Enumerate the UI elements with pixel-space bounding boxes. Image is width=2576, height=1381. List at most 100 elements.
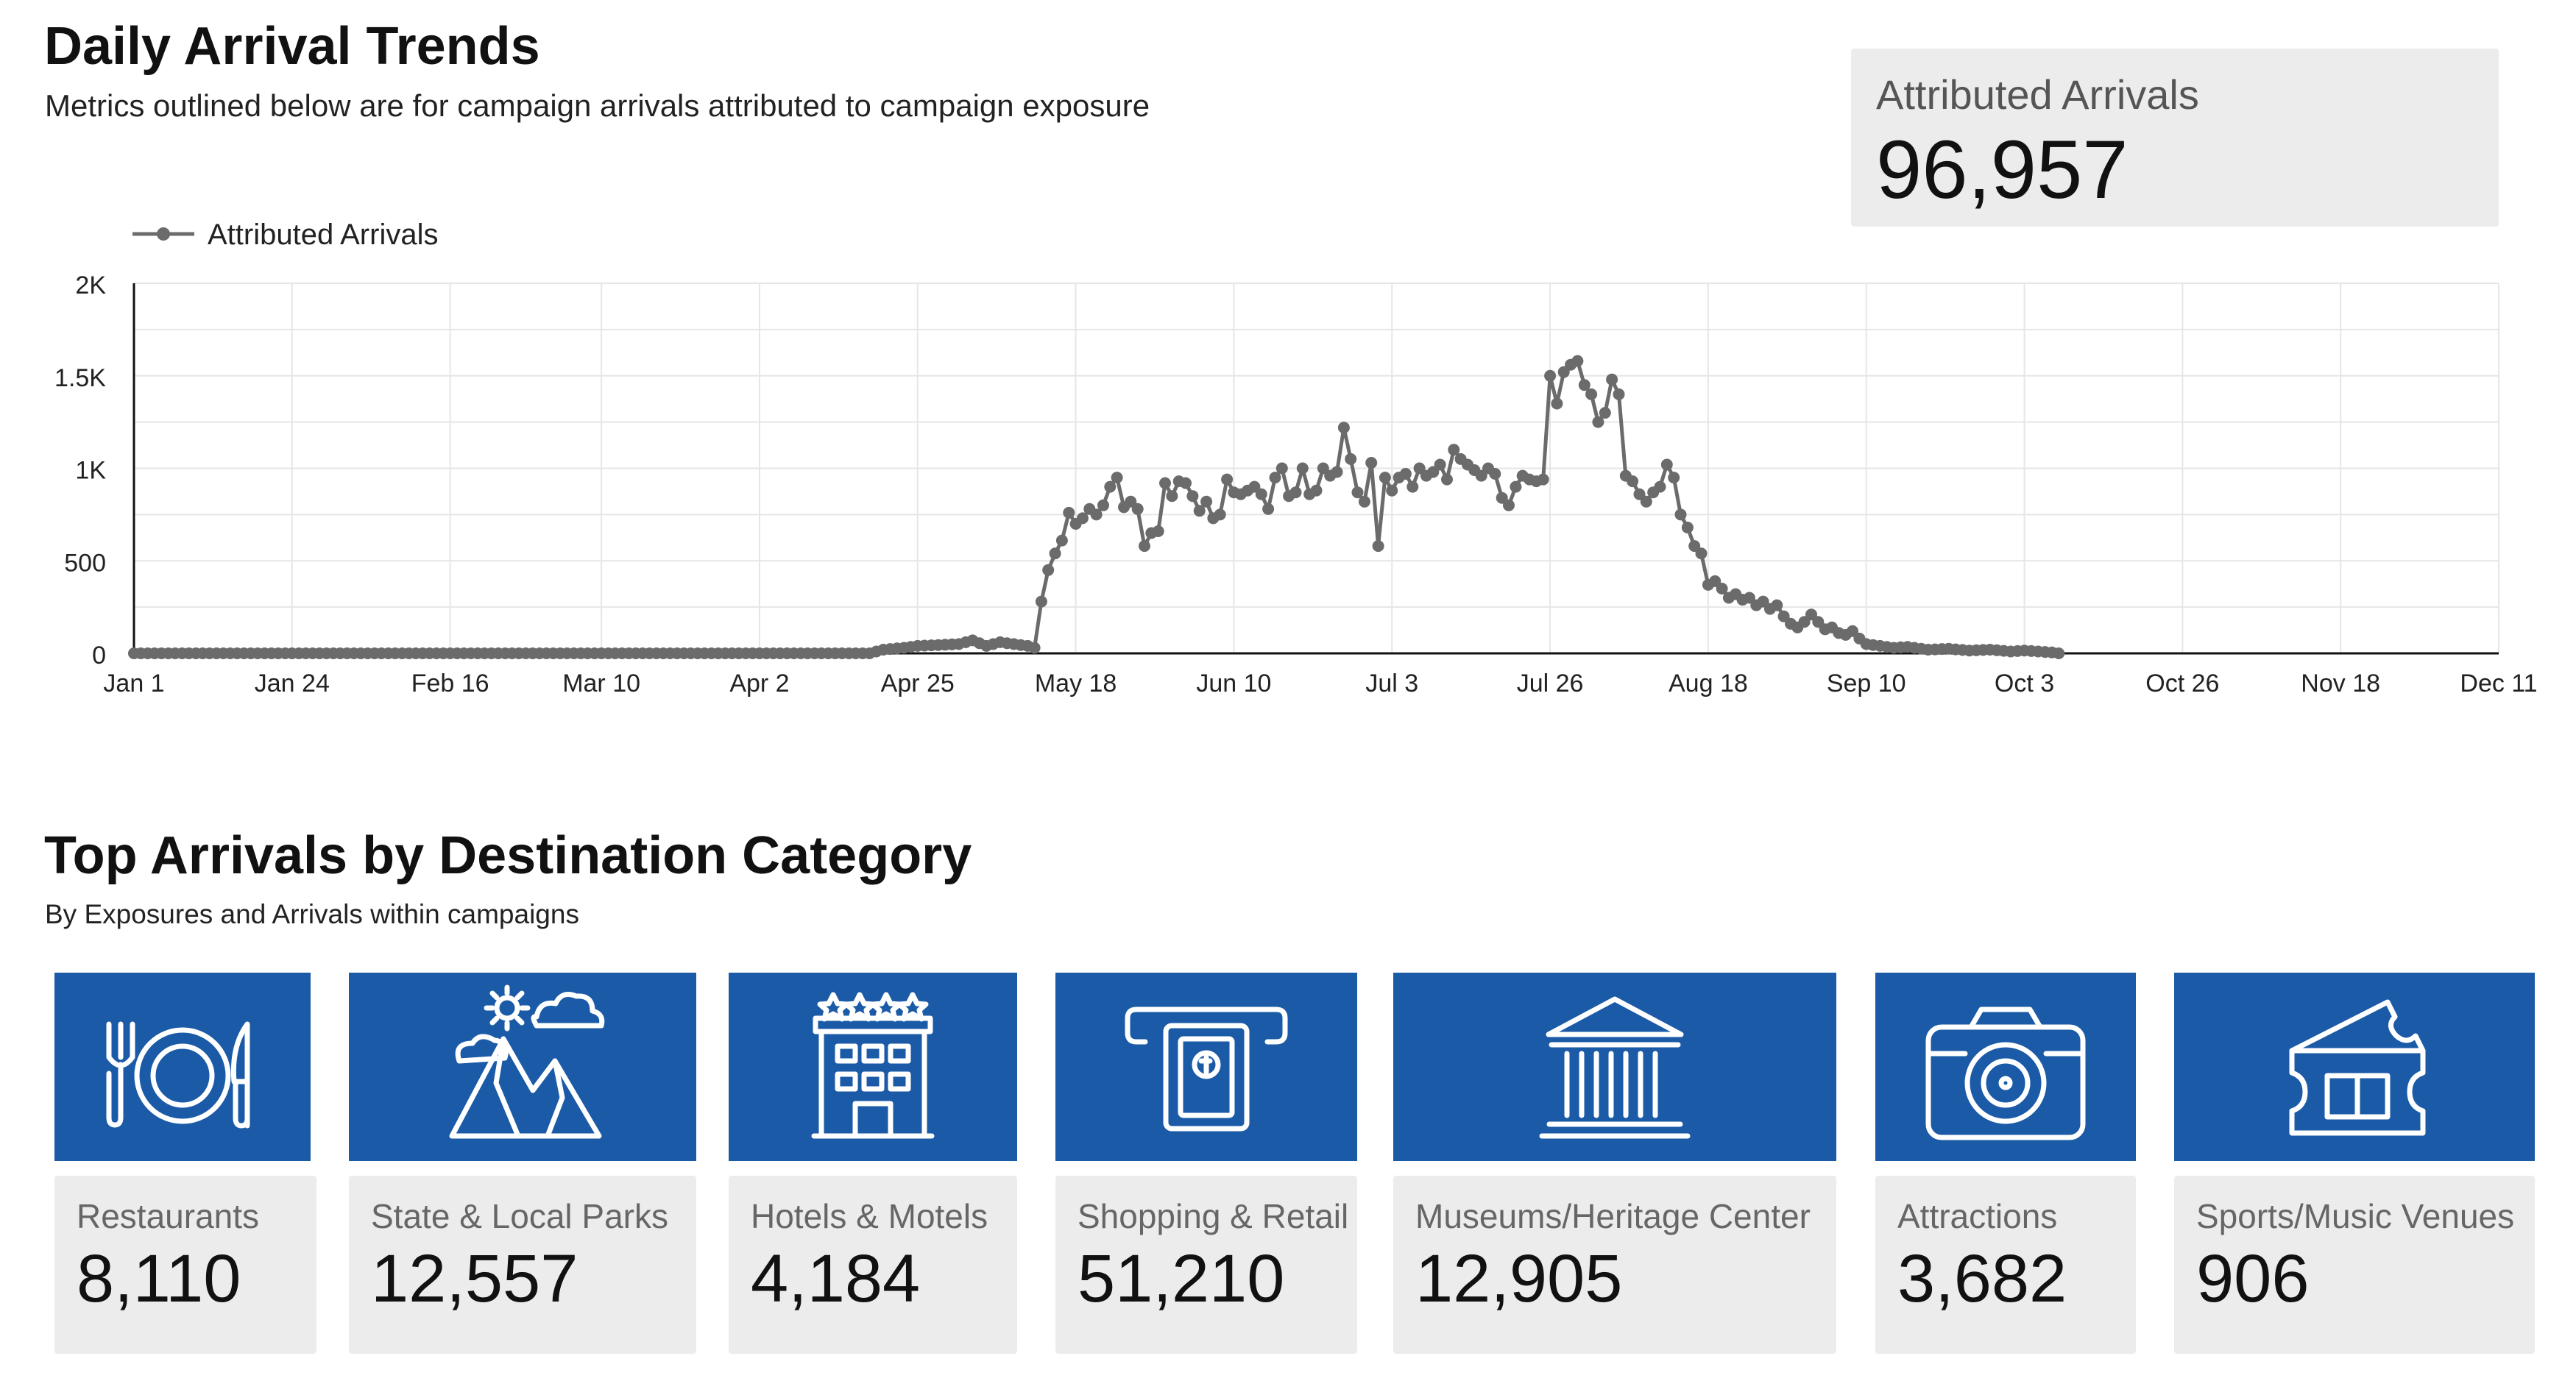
series-attributed-arrivals: [128, 355, 2065, 659]
tile-attractions: Attractions 3,682: [1875, 1176, 2136, 1354]
data-point: [1331, 466, 1343, 478]
data-point: [2053, 647, 2065, 659]
chart-legend: Attributed Arrivals: [132, 219, 438, 251]
tile-value: 51,210: [1078, 1241, 1285, 1316]
data-point: [1674, 508, 1687, 521]
section-title: Top Arrivals by Destination Category: [44, 826, 972, 885]
data-point: [1448, 444, 1460, 456]
tile-label: Attractions: [1897, 1197, 2058, 1235]
page-title: Daily Arrival Trends: [44, 17, 540, 76]
data-point: [1805, 608, 1817, 621]
data-point: [1125, 495, 1137, 508]
x-tick-label: Apr 25: [881, 670, 955, 697]
shopping-tile-icon: [1055, 973, 1357, 1161]
data-point: [1221, 473, 1234, 486]
data-point: [1406, 480, 1419, 493]
data-point: [1578, 379, 1590, 391]
mountain-park-icon: [449, 984, 605, 1139]
restaurants-tile-icon: [54, 973, 311, 1161]
data-point: [1345, 452, 1357, 465]
tile-value: 3,682: [1897, 1241, 2067, 1316]
data-point: [1275, 462, 1288, 475]
ticket-venue-icon: [2289, 999, 2426, 1136]
data-point: [1262, 503, 1275, 515]
y-tick-label: 0: [92, 642, 106, 670]
y-tick-label: 500: [64, 549, 106, 577]
data-point: [1042, 564, 1055, 576]
data-point: [1111, 472, 1123, 484]
data-point: [1441, 473, 1453, 486]
data-point: [1399, 468, 1412, 480]
tile-label: Hotels & Motels: [751, 1197, 988, 1235]
x-tick-label: Mar 10: [562, 670, 640, 697]
data-point: [1757, 595, 1769, 608]
tile-value: 12,905: [1415, 1241, 1623, 1316]
data-point: [1613, 388, 1625, 400]
y-tick-label: 2K: [75, 271, 106, 299]
tile-value: 12,557: [371, 1241, 578, 1316]
tile-label: Restaurants: [77, 1197, 260, 1235]
y-tick-label: 1.5K: [54, 364, 106, 392]
data-point: [1681, 522, 1694, 533]
data-point: [1365, 457, 1378, 469]
plate-utensils-icon: [106, 1021, 250, 1129]
x-tick-label: Aug 18: [1669, 670, 1748, 697]
museum-columns-icon: [1539, 996, 1691, 1139]
data-point: [1544, 369, 1557, 382]
data-point: [1055, 534, 1068, 547]
data-point: [1186, 490, 1199, 503]
data-point: [1049, 547, 1061, 560]
data-point: [1475, 469, 1487, 482]
data-point: [1255, 488, 1267, 500]
data-point: [1743, 592, 1755, 604]
data-point: [1166, 490, 1178, 503]
data-point: [1076, 512, 1089, 525]
atm-cash-icon: [1125, 1007, 1288, 1132]
data-point: [1434, 458, 1446, 471]
legend-marker: [157, 227, 170, 241]
y-axis: 0 500 1K 1.5K 2K: [54, 271, 106, 670]
data-point: [1131, 503, 1144, 515]
data-point: [1358, 495, 1370, 508]
data-point: [1097, 499, 1109, 511]
tile-value: 8,110: [77, 1241, 241, 1316]
data-point: [1317, 462, 1329, 475]
data-point: [1627, 475, 1639, 488]
tile-value: 4,184: [751, 1241, 921, 1316]
tile-sports-music-venues: Sports/Music Venues 906: [2174, 1176, 2535, 1354]
x-tick-label: Sep 10: [1827, 670, 1906, 697]
data-point: [1139, 540, 1150, 553]
data-point: [1104, 480, 1117, 493]
tile-state-local-parks: State & Local Parks 12,557: [349, 1176, 696, 1354]
data-point: [1351, 486, 1364, 499]
attractions-tile-icon: [1875, 973, 2136, 1161]
data-point: [1379, 472, 1391, 484]
x-axis: Jan 1 Jan 24 Feb 16 Mar 10 Apr 2 Apr 25 May 18…: [103, 670, 2537, 697]
data-point: [1028, 642, 1041, 654]
chart-grid: [133, 283, 2499, 654]
museums-tile-icon: [1393, 973, 1836, 1161]
data-point: [1668, 472, 1680, 484]
data-point: [1771, 599, 1783, 611]
legend-label: Attributed Arrivals: [208, 219, 438, 251]
data-point: [1496, 491, 1508, 504]
data-point: [1660, 458, 1673, 471]
data-point: [1709, 575, 1722, 587]
data-point: [1688, 540, 1701, 553]
x-tick-label: Nov 18: [2301, 670, 2380, 697]
data-point: [1599, 407, 1611, 419]
tile-shopping-retail: Shopping & Retail 51,210: [1055, 1176, 1357, 1354]
data-point: [1510, 480, 1522, 493]
x-tick-label: Apr 2: [729, 670, 789, 697]
data-point: [1640, 495, 1652, 508]
data-point: [1812, 616, 1825, 628]
data-point: [1537, 473, 1549, 486]
hotels-tile-icon: [729, 973, 1017, 1161]
page-subtitle: Metrics outlined below are for campaign …: [45, 88, 1150, 123]
camera-icon: [1925, 1007, 2086, 1140]
data-point: [1063, 506, 1075, 519]
parks-tile-icon: [349, 973, 696, 1161]
tile-museums-heritage: Museums/Heritage Center 12,905: [1393, 1176, 1836, 1354]
data-point: [1557, 366, 1570, 378]
section-subtitle: By Exposures and Arrivals within campaig…: [45, 899, 579, 929]
